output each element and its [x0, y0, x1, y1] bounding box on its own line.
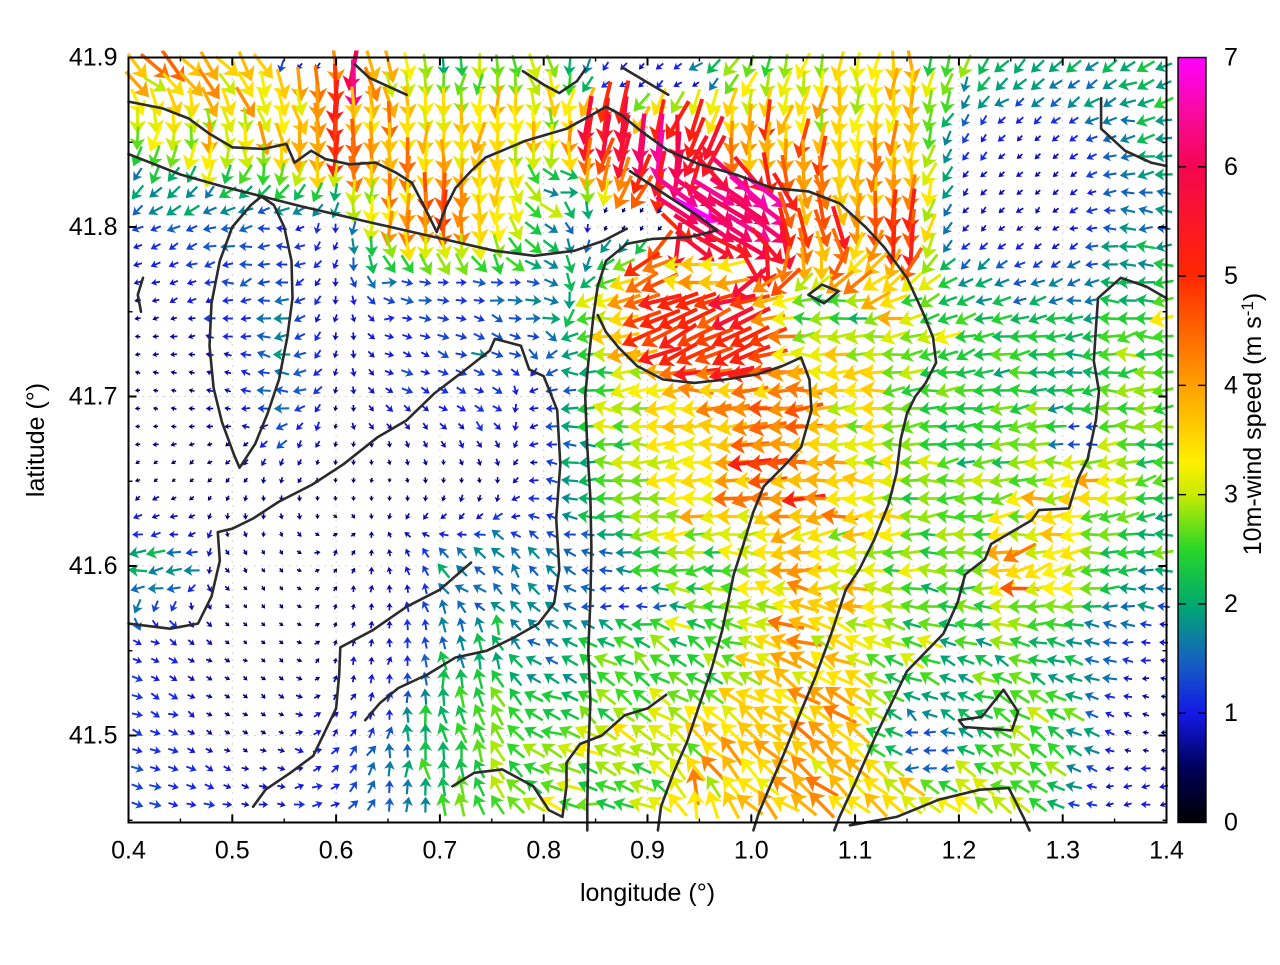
svg-text:0.6: 0.6 — [319, 837, 354, 865]
svg-text:41.6: 41.6 — [69, 552, 118, 580]
svg-text:0.4: 0.4 — [111, 837, 146, 865]
svg-text:41.8: 41.8 — [69, 213, 118, 241]
svg-text:5: 5 — [1224, 262, 1238, 290]
svg-text:7: 7 — [1224, 44, 1238, 72]
svg-text:41.9: 41.9 — [69, 44, 118, 72]
svg-text:0.9: 0.9 — [630, 837, 665, 865]
svg-text:1: 1 — [1224, 699, 1238, 727]
svg-text:0.7: 0.7 — [423, 837, 458, 865]
svg-text:1.2: 1.2 — [942, 837, 977, 865]
svg-text:2: 2 — [1224, 590, 1238, 618]
svg-text:1.0: 1.0 — [734, 837, 769, 865]
svg-text:6: 6 — [1224, 153, 1238, 181]
svg-text:10m-wind speed (m s-1): 10m-wind speed (m s-1) — [1238, 293, 1267, 555]
svg-text:41.7: 41.7 — [69, 383, 118, 411]
svg-text:1.1: 1.1 — [838, 837, 873, 865]
svg-text:0.8: 0.8 — [526, 837, 561, 865]
svg-text:41.5: 41.5 — [69, 722, 118, 750]
svg-text:latitude (°): latitude (°) — [22, 383, 50, 497]
svg-text:4: 4 — [1224, 371, 1238, 399]
svg-text:0: 0 — [1224, 809, 1238, 837]
svg-text:1.4: 1.4 — [1149, 837, 1184, 865]
svg-text:3: 3 — [1224, 481, 1238, 509]
svg-text:0.5: 0.5 — [215, 837, 250, 865]
svg-text:longitude (°): longitude (°) — [580, 879, 715, 907]
svg-text:1.3: 1.3 — [1045, 837, 1080, 865]
